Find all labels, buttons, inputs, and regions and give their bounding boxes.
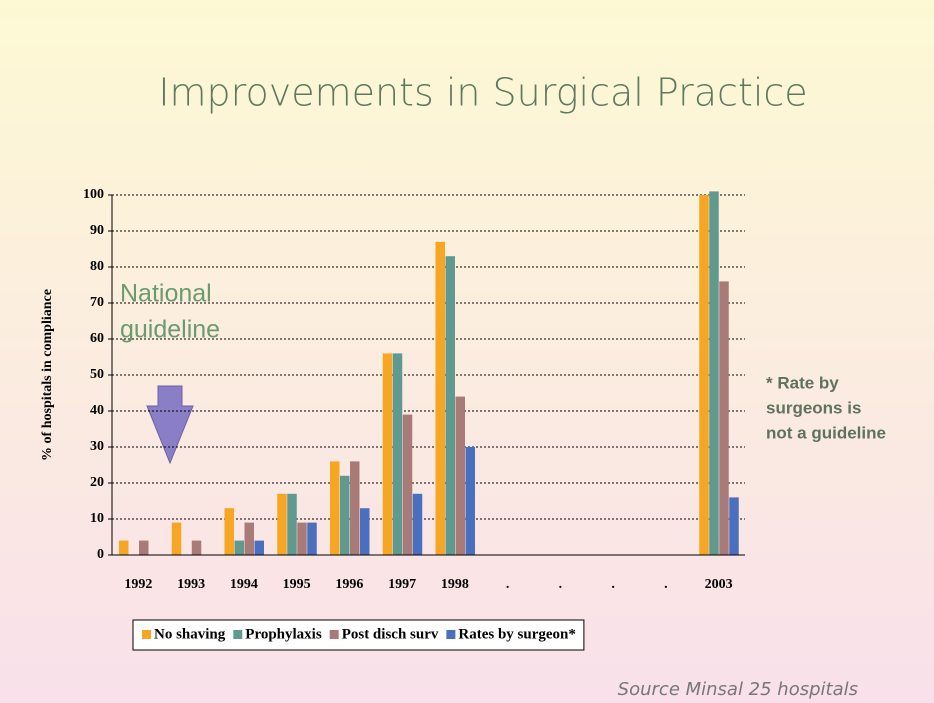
annotation: guideline	[120, 316, 220, 344]
legend-swatch	[142, 630, 151, 639]
y-tick-label: 100	[83, 187, 104, 202]
x-tick-label: .	[611, 577, 615, 592]
bar	[729, 497, 739, 555]
bar	[307, 522, 317, 555]
legend-label: Rates by surgeon*	[458, 626, 576, 642]
y-tick-label: 10	[90, 511, 104, 526]
legend-label: Prophylaxis	[245, 626, 322, 642]
x-tick-label: 1998	[441, 577, 469, 592]
bar	[171, 522, 182, 555]
y-tick-label: 50	[90, 367, 104, 382]
x-tick-label: .	[664, 577, 668, 592]
bar	[350, 461, 360, 555]
x-tick-label: 1993	[177, 577, 205, 592]
x-tick-label: .	[506, 577, 510, 592]
legend-label: Post disch surv	[342, 626, 439, 642]
bar	[297, 522, 307, 555]
bar	[254, 540, 264, 555]
bar	[435, 241, 445, 556]
x-tick-label: 1994	[230, 577, 258, 592]
x-tick-label: 2003	[705, 577, 733, 592]
legend-swatch	[329, 630, 339, 639]
bar	[191, 540, 202, 555]
bar	[119, 540, 129, 555]
bar	[455, 396, 465, 555]
slide-title: Improvements in Surgical Practice	[158, 71, 807, 115]
y-tick-label: 30	[90, 439, 104, 454]
bar	[382, 353, 393, 555]
y-tick-label: 80	[90, 259, 104, 274]
y-tick-label: 0	[97, 547, 104, 562]
bar	[330, 461, 340, 555]
y-axis-label: % of hospitals in compliance	[40, 289, 55, 461]
annotation: National	[120, 280, 212, 308]
y-tick-label: 70	[90, 295, 104, 310]
bar	[412, 493, 423, 555]
bar	[277, 493, 287, 555]
bar	[445, 256, 455, 555]
bar	[402, 414, 413, 555]
y-tick-label: 90	[90, 223, 104, 238]
source: Source Minsal 25 hospitals	[618, 679, 858, 700]
bar	[340, 475, 350, 555]
bar	[244, 522, 254, 555]
bar	[709, 191, 719, 555]
legend-swatch	[233, 630, 243, 639]
note: not a guideline	[766, 423, 886, 442]
y-tick-label: 60	[90, 331, 104, 346]
bar	[699, 195, 709, 555]
legend-label: No shaving	[154, 626, 226, 642]
bar	[287, 493, 297, 555]
note: * Rate by	[766, 373, 839, 392]
y-tick-label: 20	[90, 475, 104, 490]
x-tick-label: 1996	[335, 577, 363, 592]
legend-swatch	[446, 630, 456, 639]
x-tick-label: 1995	[283, 577, 311, 592]
bar	[719, 281, 729, 555]
bar	[139, 540, 149, 555]
bar	[224, 508, 234, 555]
bar	[360, 508, 370, 555]
x-tick-label: 1992	[124, 577, 152, 592]
note: surgeons is	[766, 398, 861, 417]
x-tick-label: .	[559, 577, 563, 592]
y-tick-label: 40	[90, 403, 104, 418]
bar	[465, 447, 475, 555]
bar	[392, 353, 403, 555]
bar	[234, 540, 244, 555]
legend-box	[132, 619, 585, 651]
arrow	[146, 385, 194, 465]
x-tick-label: 1997	[388, 577, 416, 592]
